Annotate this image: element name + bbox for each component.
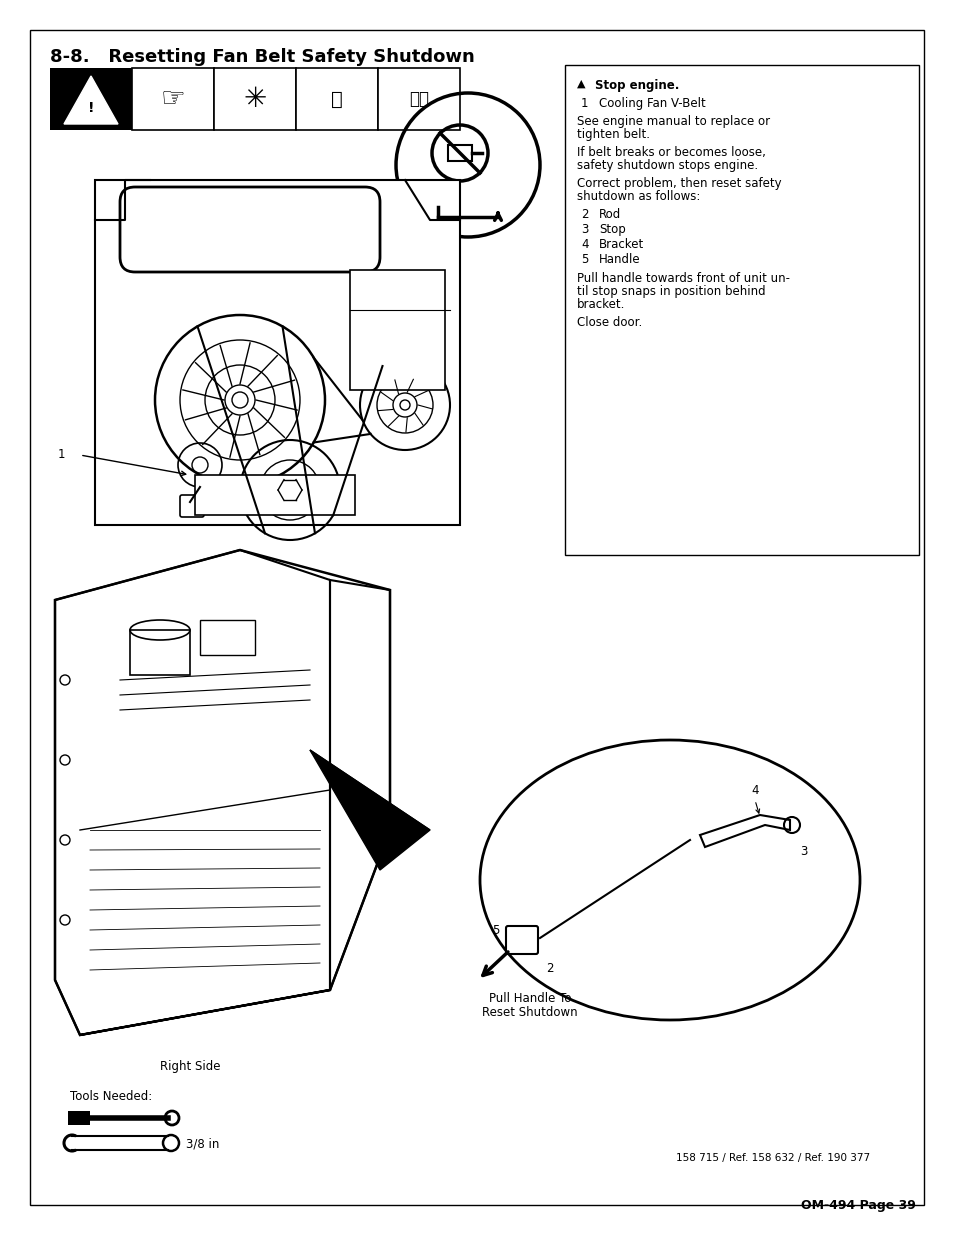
Text: Reset Shutdown: Reset Shutdown <box>481 1007 578 1019</box>
Text: Stop: Stop <box>598 224 625 236</box>
Text: safety shutdown stops engine.: safety shutdown stops engine. <box>577 159 758 172</box>
Text: til stop snaps in position behind: til stop snaps in position behind <box>577 285 765 298</box>
Text: 8-8.   Resetting Fan Belt Safety Shutdown: 8-8. Resetting Fan Belt Safety Shutdown <box>50 48 475 65</box>
Text: 2: 2 <box>546 962 553 974</box>
Polygon shape <box>64 77 118 124</box>
Text: Tools Needed:: Tools Needed: <box>70 1091 152 1103</box>
Bar <box>377 68 459 130</box>
Text: 1: 1 <box>580 98 588 110</box>
Text: 1: 1 <box>57 448 65 462</box>
Bar <box>50 68 132 130</box>
Text: Stop engine.: Stop engine. <box>595 79 679 91</box>
FancyBboxPatch shape <box>68 1112 90 1125</box>
Text: 4: 4 <box>580 238 588 251</box>
Text: Bracket: Bracket <box>598 238 643 251</box>
Ellipse shape <box>479 740 859 1020</box>
Text: ▲: ▲ <box>577 79 585 89</box>
Text: 5: 5 <box>492 924 499 937</box>
FancyBboxPatch shape <box>120 186 379 272</box>
Text: ☞: ☞ <box>160 85 185 112</box>
Text: Cooling Fan V-Belt: Cooling Fan V-Belt <box>598 98 705 110</box>
Text: Handle: Handle <box>598 253 640 266</box>
Bar <box>200 620 254 655</box>
Bar <box>95 180 459 525</box>
Text: 2: 2 <box>580 207 588 221</box>
Text: 4: 4 <box>750 784 758 797</box>
Text: 3: 3 <box>580 224 588 236</box>
Bar <box>213 68 295 130</box>
Text: tighten belt.: tighten belt. <box>577 128 649 141</box>
Text: !: ! <box>88 101 94 115</box>
Text: 🐦: 🐦 <box>331 89 342 109</box>
Polygon shape <box>310 750 430 830</box>
Bar <box>448 144 472 161</box>
Text: If belt breaks or becomes loose,: If belt breaks or becomes loose, <box>577 146 765 159</box>
Bar <box>132 68 213 130</box>
Text: OM-494 Page 39: OM-494 Page 39 <box>801 1198 915 1212</box>
Text: shutdown as follows:: shutdown as follows: <box>577 190 700 203</box>
Text: 3: 3 <box>800 845 806 858</box>
Polygon shape <box>310 750 430 869</box>
Text: Pull handle towards front of unit un-: Pull handle towards front of unit un- <box>577 272 789 285</box>
Text: 5: 5 <box>580 253 588 266</box>
Text: 158 715 / Ref. 158 632 / Ref. 190 377: 158 715 / Ref. 158 632 / Ref. 190 377 <box>675 1153 869 1163</box>
Text: Pull Handle To: Pull Handle To <box>488 992 571 1005</box>
Text: Right Side: Right Side <box>159 1060 220 1073</box>
Bar <box>564 65 918 555</box>
Text: See engine manual to replace or: See engine manual to replace or <box>577 115 769 128</box>
Bar <box>194 475 355 515</box>
Bar <box>295 68 377 130</box>
Text: Close door.: Close door. <box>577 316 641 329</box>
Text: Correct problem, then reset safety: Correct problem, then reset safety <box>577 177 781 190</box>
FancyBboxPatch shape <box>180 495 204 517</box>
Text: Rod: Rod <box>598 207 620 221</box>
Text: ✳: ✳ <box>243 85 266 112</box>
FancyBboxPatch shape <box>505 926 537 953</box>
Bar <box>130 630 190 676</box>
Text: 3/8 in: 3/8 in <box>186 1137 219 1151</box>
Text: bracket.: bracket. <box>577 298 625 311</box>
Bar <box>350 270 444 390</box>
Text: 〜〜: 〜〜 <box>409 90 429 107</box>
